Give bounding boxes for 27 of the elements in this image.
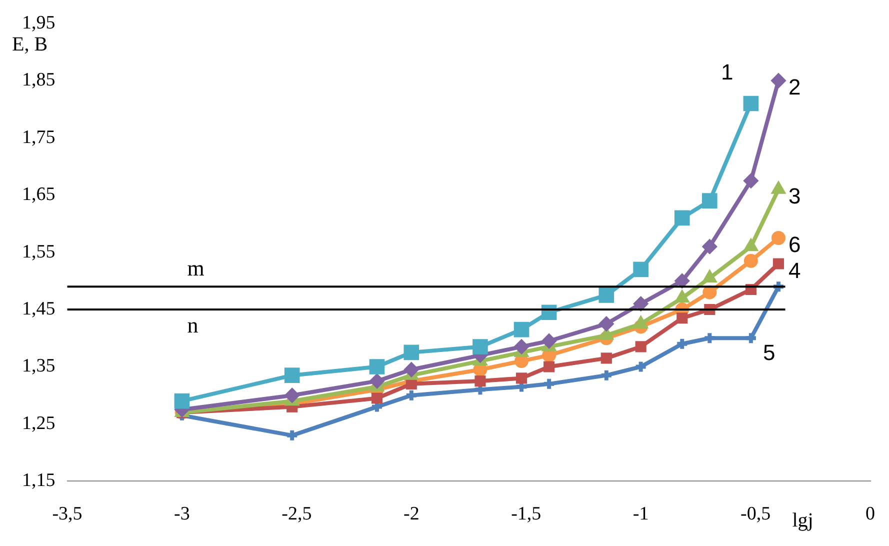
x-tick-label: -2,5 (282, 504, 312, 525)
series-label: 2 (788, 74, 801, 100)
ref-line-label: n (187, 312, 198, 338)
y-tick-label: 1,85 (22, 70, 56, 91)
x-tick-label: -3,5 (52, 504, 82, 525)
x-tick-label: -0,5 (740, 504, 771, 525)
y-tick-label: 1,25 (22, 412, 56, 434)
x-tick-label: -3 (174, 504, 190, 525)
y-tick-label: 1,65 (22, 184, 56, 206)
x-axis-title: lgj (792, 509, 814, 532)
ref-line-label: m (187, 255, 204, 280)
series-label: 4 (788, 258, 801, 283)
x-tick-label: -2 (403, 504, 420, 525)
series-label: 6 (788, 232, 801, 258)
series-label: 1 (720, 60, 734, 85)
y-tick-label: 1,45 (22, 298, 56, 320)
y-tick-label: 1,35 (22, 356, 56, 377)
y-tick-label: 1,95 (22, 12, 56, 34)
x-tick-label: -1 (632, 504, 649, 525)
x-tick-label: 0 (866, 504, 875, 525)
y-tick-label: 1,75 (22, 126, 56, 148)
series-label: 5 (762, 340, 776, 366)
y-tick-label: 1,55 (22, 241, 56, 262)
y-tick-label: 1,15 (22, 470, 56, 492)
y-axis-title: E, B (12, 33, 48, 56)
x-tick-label: -1,5 (511, 504, 542, 525)
series-label: 3 (788, 183, 801, 208)
